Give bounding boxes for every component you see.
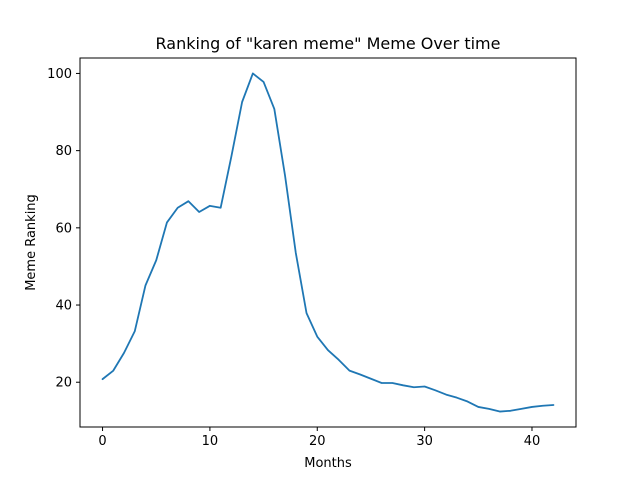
y-axis-title: Meme Ranking [24,194,39,291]
y-tick-label: 80 [55,144,72,159]
x-tick-label: 20 [309,434,326,449]
y-tick-label: 60 [55,221,72,236]
y-tick-label: 100 [47,67,72,82]
x-tick-label: 40 [524,434,541,449]
y-tick-label: 20 [55,376,72,391]
x-tick-label: 0 [98,434,106,449]
y-tick-label: 40 [55,299,72,314]
chart-title: Ranking of "karen meme" Meme Over time [156,34,501,53]
x-tick-label: 10 [202,434,219,449]
x-axis-title: Months [304,456,352,471]
x-tick-label: 30 [416,434,433,449]
